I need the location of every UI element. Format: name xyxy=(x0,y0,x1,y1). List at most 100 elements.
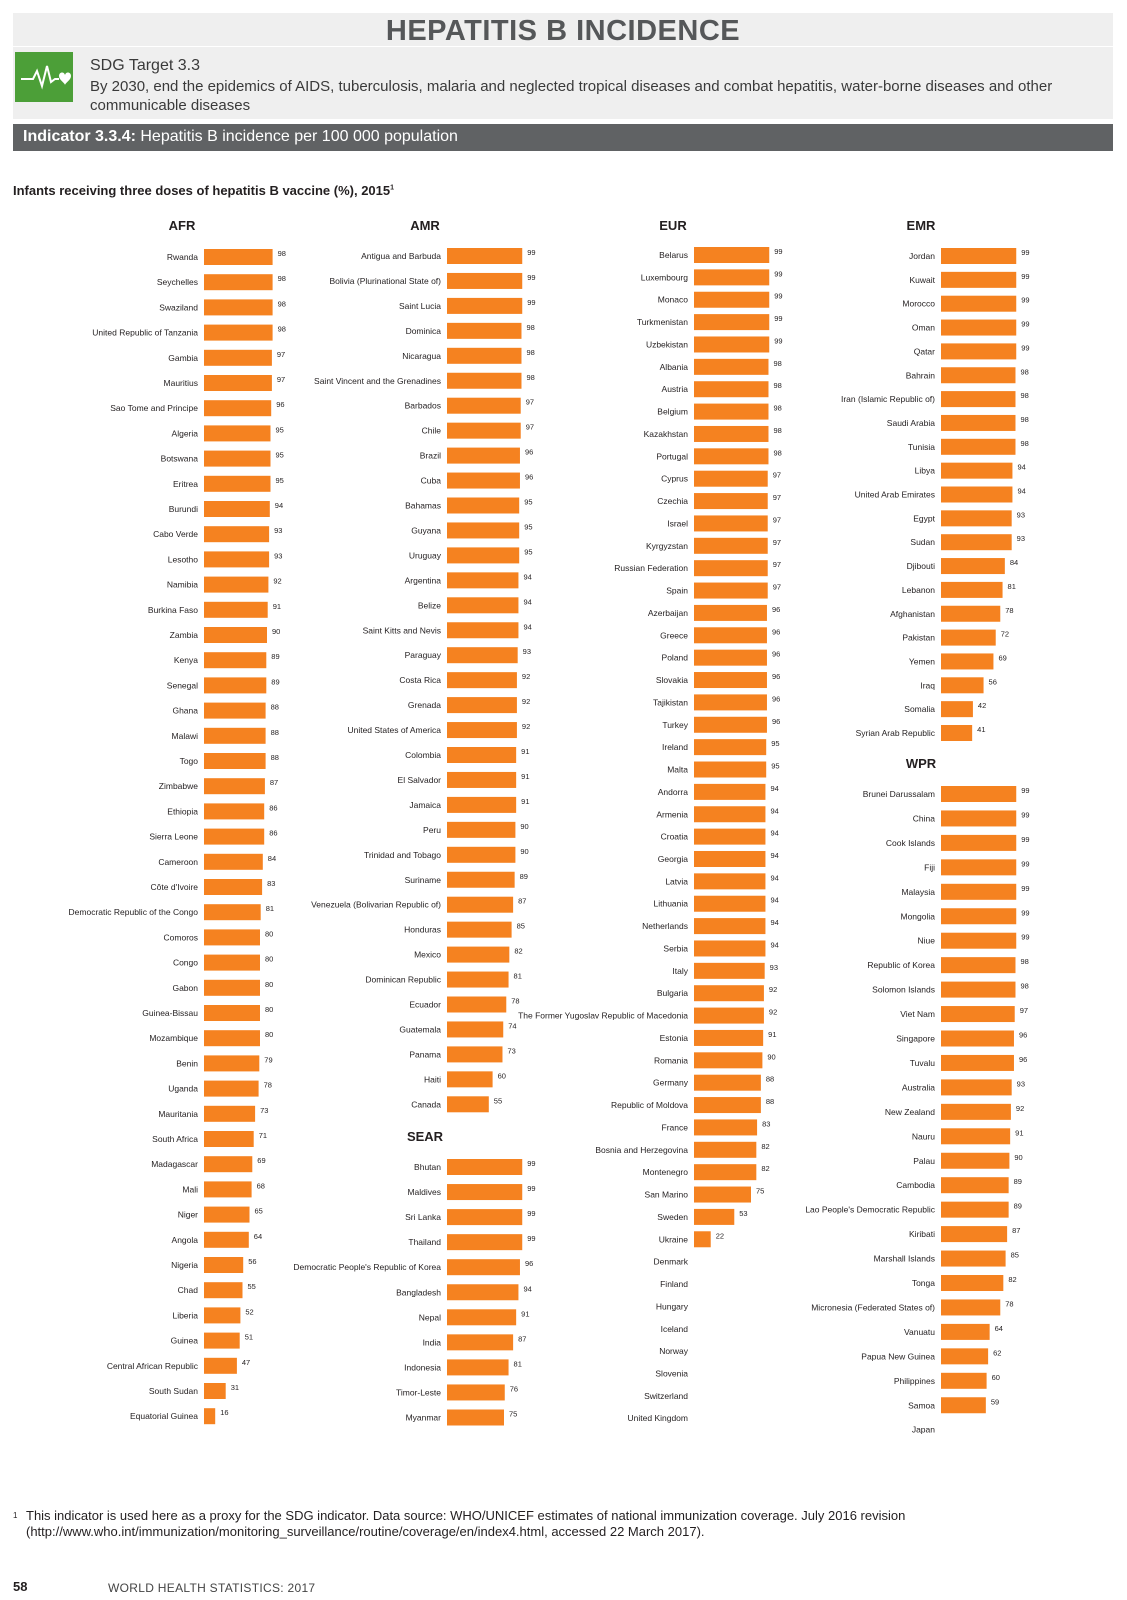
country-label-belize: Belize xyxy=(418,600,441,610)
bar-united-arab-emirates xyxy=(941,486,1013,503)
value-label-qatar: 99 xyxy=(1021,343,1029,352)
country-label-democratic-people-s-republic-of-korea: Democratic People's Republic of Korea xyxy=(293,1262,441,1272)
value-label-afghanistan: 78 xyxy=(1005,606,1013,615)
value-label-zimbabwe: 87 xyxy=(270,778,278,787)
country-label-djibouti: Djibouti xyxy=(907,561,935,571)
bar-philippines xyxy=(941,1372,987,1389)
bar-canada xyxy=(447,1096,489,1113)
value-label-venezuela-bolivarian-republic-of: 87 xyxy=(518,897,526,906)
country-label-croatia: Croatia xyxy=(661,832,689,842)
country-label-estonia: Estonia xyxy=(660,1033,689,1043)
country-label-belarus: Belarus xyxy=(659,250,688,260)
bar-sweden xyxy=(694,1208,735,1225)
country-label-burundi: Burundi xyxy=(169,504,198,514)
value-label-germany: 88 xyxy=(766,1075,774,1084)
bar-namibia xyxy=(204,576,269,593)
country-label-tonga: Tonga xyxy=(912,1278,935,1288)
value-label-kazakhstan: 98 xyxy=(773,426,781,435)
country-label-hungary: Hungary xyxy=(656,1301,689,1311)
bar-benin xyxy=(204,1055,260,1072)
value-label-bangladesh: 94 xyxy=(523,1284,531,1293)
value-label-honduras: 85 xyxy=(517,922,525,931)
country-label-uzbekistan: Uzbekistan xyxy=(646,339,688,349)
bar-palau xyxy=(941,1152,1010,1169)
bar-lebanon xyxy=(941,581,1003,598)
value-label-bahamas: 95 xyxy=(524,498,532,507)
country-label-morocco: Morocco xyxy=(902,299,935,309)
value-label-zambia: 90 xyxy=(272,627,280,636)
country-label-grenada: Grenada xyxy=(408,700,441,710)
bar-dominica xyxy=(447,322,522,339)
value-label-mozambique: 80 xyxy=(265,1030,273,1039)
value-label-nepal: 91 xyxy=(521,1309,529,1318)
country-label-cameroon: Cameroon xyxy=(158,857,198,867)
value-label-austria: 98 xyxy=(773,381,781,390)
footnote-text: This indicator is used here as a proxy f… xyxy=(26,1508,906,1539)
bar-thailand xyxy=(447,1234,523,1251)
country-label-czechia: Czechia xyxy=(657,496,688,506)
country-label-chad: Chad xyxy=(178,1285,199,1295)
indicator-text: Hepatitis B incidence per 100 000 popula… xyxy=(140,128,458,145)
bar-czechia xyxy=(694,493,768,510)
bar-chad xyxy=(204,1282,243,1299)
country-label-ecuador: Ecuador xyxy=(409,1000,441,1010)
page-title-band: HEPATITIS B INCIDENCE xyxy=(13,13,1113,47)
value-label-cameroon: 84 xyxy=(268,854,276,863)
bar-central-african-republic xyxy=(204,1357,237,1374)
bar-democratic-people-s-republic-of-korea xyxy=(447,1259,520,1276)
country-label-uganda: Uganda xyxy=(168,1084,198,1094)
value-label-mauritania: 73 xyxy=(260,1106,268,1115)
country-label-monaco: Monaco xyxy=(658,295,689,305)
value-label-rwanda: 98 xyxy=(278,249,286,258)
value-label-romania: 90 xyxy=(767,1052,775,1061)
country-label-congo: Congo xyxy=(173,958,198,968)
country-label-indonesia: Indonesia xyxy=(404,1362,441,1372)
country-label-iceland: Iceland xyxy=(661,1324,689,1334)
country-label-israel: Israel xyxy=(667,518,688,528)
bar-lithuania xyxy=(694,895,766,912)
sdg-target-band: SDG Target 3.3 By 2030, end the epidemic… xyxy=(13,47,1113,119)
value-label-malaysia: 99 xyxy=(1021,884,1029,893)
country-label-lao-people-s-democratic-republic: Lao People's Democratic Republic xyxy=(805,1205,935,1215)
value-label-ireland: 95 xyxy=(771,739,779,748)
country-label-tunisia: Tunisia xyxy=(908,442,935,452)
country-label-solomon-islands: Solomon Islands xyxy=(872,985,935,995)
bar-montenegro xyxy=(694,1164,757,1181)
bar-san-marino xyxy=(694,1186,751,1203)
region-header-sear: SEAR xyxy=(407,1129,444,1144)
value-label-united-arab-emirates: 94 xyxy=(1017,487,1025,496)
value-label-lesotho: 93 xyxy=(274,551,282,560)
bar-dominican-republic xyxy=(447,971,509,988)
value-label-russian-federation: 97 xyxy=(773,560,781,569)
bar-venezuela-bolivarian-republic-of xyxy=(447,896,514,913)
value-label-angola: 64 xyxy=(254,1232,262,1241)
value-label-yemen: 69 xyxy=(998,653,1006,662)
country-label-russian-federation: Russian Federation xyxy=(614,563,688,573)
bar-maldives xyxy=(447,1184,523,1201)
bar-kazakhstan xyxy=(694,425,769,442)
bar-suriname xyxy=(447,871,515,888)
value-label-ecuador: 78 xyxy=(511,997,519,1006)
bar-ireland xyxy=(694,739,767,756)
bar-congo xyxy=(204,954,260,971)
indicator-label: Indicator 3.3.4: Hepatitis B incidence p… xyxy=(23,128,458,146)
value-label-timor-leste: 76 xyxy=(510,1384,518,1393)
country-label-san-marino: San Marino xyxy=(645,1190,689,1200)
bar-burundi xyxy=(204,501,270,517)
value-label-egypt: 93 xyxy=(1017,510,1025,519)
bar-democratic-republic-of-the-congo xyxy=(204,904,261,921)
value-label-guatemala: 74 xyxy=(508,1021,516,1030)
country-label-germany: Germany xyxy=(653,1078,689,1088)
bar-yemen xyxy=(941,653,994,670)
country-label-serbia: Serbia xyxy=(663,943,688,953)
country-label-equatorial-guinea: Equatorial Guinea xyxy=(130,1411,198,1421)
chart-title-text: Infants receiving three doses of hepatit… xyxy=(13,183,391,198)
bar-cameroon xyxy=(204,853,263,870)
bar-greece xyxy=(694,627,767,644)
bar-equatorial-guinea xyxy=(204,1408,216,1425)
value-label-mauritius: 97 xyxy=(277,375,285,384)
country-label-italy: Italy xyxy=(672,966,688,976)
value-label-burundi: 94 xyxy=(275,501,283,510)
bar-saint-vincent-and-the-grenadines xyxy=(447,372,522,389)
bar-nicaragua xyxy=(447,347,522,364)
